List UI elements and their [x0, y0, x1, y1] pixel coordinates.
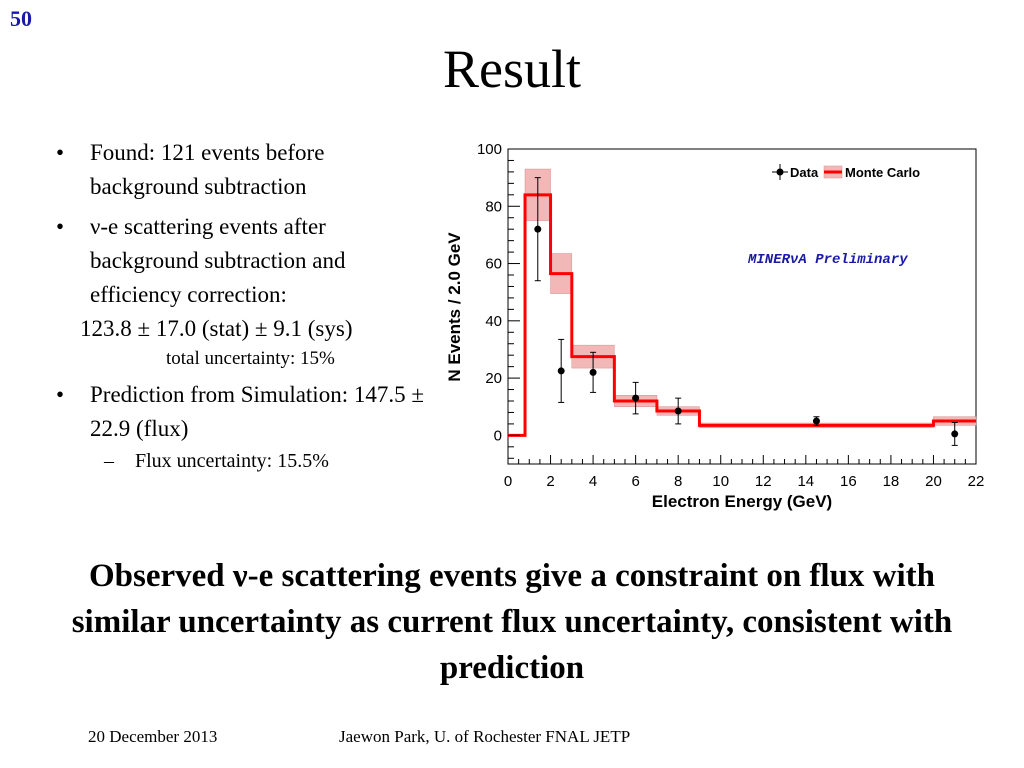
chart-legend: Data Monte Carlo	[772, 164, 920, 180]
x-tick-label: 16	[840, 473, 857, 490]
sub-bullet-item: – Flux uncertainty: 15.5%	[50, 446, 430, 476]
sub-bullet-dash: –	[104, 450, 114, 472]
data-points	[534, 177, 959, 446]
bullet-text-nu-e: ν-e scattering events after background s…	[90, 214, 346, 307]
data-marker	[534, 225, 542, 233]
data-point	[589, 351, 597, 393]
bullet-item: • ν-e scattering events after background…	[50, 210, 430, 312]
x-tick-label: 14	[797, 473, 814, 490]
x-tick-label: 8	[674, 473, 682, 490]
plot-frame	[507, 148, 977, 465]
data-point	[557, 338, 565, 403]
x-tick-label: 4	[589, 473, 597, 490]
y-tick-label: 40	[485, 313, 502, 330]
x-tick-label: 20	[925, 473, 942, 490]
data-marker	[632, 394, 640, 402]
total-uncertainty: total uncertainty: 15%	[166, 348, 335, 369]
x-tick-label: 0	[504, 473, 512, 490]
slide-number: 50	[10, 6, 32, 31]
data-marker	[812, 417, 820, 425]
y-tick-label: 80	[485, 198, 502, 215]
y-tick-label: 100	[477, 141, 502, 158]
mc-histogram-line	[508, 193, 976, 437]
bullet-item: • Found: 121 events before background su…	[50, 136, 430, 204]
sub-bullet-text: Flux uncertainty: 15.5%	[135, 450, 329, 472]
x-tick-label: 18	[883, 473, 900, 490]
chart-annotation: MINERνA Preliminary	[747, 252, 908, 268]
x-tick-label: 12	[755, 473, 772, 490]
y-axis: 0 20 40 60 80 100	[477, 141, 520, 459]
legend-mc-label: Monte Carlo	[845, 165, 920, 180]
x-tick-label: 2	[546, 473, 554, 490]
data-point	[674, 397, 682, 425]
slide-title: Result	[442, 39, 581, 99]
data-point	[632, 381, 640, 415]
data-point	[812, 416, 820, 426]
y-tick-label: 0	[494, 427, 502, 444]
x-axis: 0 2 4 6 8 10 12 14 16 18 20 22	[504, 455, 985, 490]
conclusion-text: Observed ν-e scattering events give a co…	[71, 558, 953, 686]
legend-data-label: Data	[790, 165, 819, 180]
data-marker	[557, 367, 565, 375]
data-marker	[589, 368, 597, 376]
bullet-list: • Found: 121 events before background su…	[50, 136, 430, 476]
legend-data-marker	[776, 168, 784, 176]
footer-author: Jaewon Park, U. of Rochester FNAL JETP	[339, 727, 631, 746]
data-point	[951, 421, 959, 446]
x-tick-label: 22	[968, 473, 985, 490]
bullet-item: • Prediction from Simulation: 147.5 ± 22…	[50, 378, 430, 446]
y-axis-label: N Events / 2.0 GeV	[445, 232, 464, 382]
y-tick-label: 60	[485, 256, 502, 273]
bullet-dot: •	[56, 140, 65, 165]
x-tick-label: 10	[712, 473, 729, 490]
bullet-text-prediction: Prediction from Simulation: 147.5 ± 22.9…	[90, 382, 424, 441]
x-axis-label: Electron Energy (GeV)	[652, 492, 832, 511]
data-marker	[674, 407, 682, 415]
bullet-text-found: Found: 121 events before background subt…	[90, 140, 325, 199]
footer-date: 20 December 2013	[88, 727, 218, 746]
bullet-dot: •	[56, 382, 65, 407]
y-tick-label: 20	[485, 370, 502, 387]
histogram-chart: 0 2 4 6 8 10 12 14 16 18 20 22 0 20 40 60 80 100 Electro…	[445, 141, 985, 511]
data-marker	[951, 430, 959, 438]
result-value: 123.8 ± 17.0 (stat) ± 9.1 (sys)	[80, 316, 353, 341]
x-tick-label: 6	[631, 473, 639, 490]
data-point	[534, 177, 542, 282]
bullet-dot: •	[56, 214, 65, 239]
